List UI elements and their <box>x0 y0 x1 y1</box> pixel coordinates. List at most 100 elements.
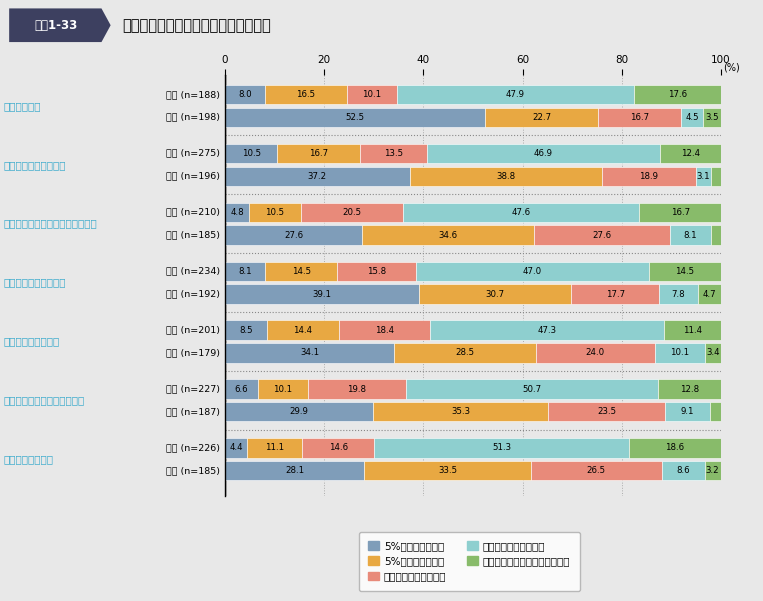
Text: 日本 (n=275): 日本 (n=275) <box>166 149 220 158</box>
Text: 9.1: 9.1 <box>681 407 694 416</box>
Text: データ利活用による「売上増加」効果: データ利活用による「売上増加」効果 <box>122 18 271 32</box>
Bar <box>225 225 362 245</box>
Bar <box>225 343 394 362</box>
Text: 10.5: 10.5 <box>266 208 285 217</box>
Text: 10.1: 10.1 <box>362 90 382 99</box>
Bar <box>530 461 662 480</box>
Bar <box>394 343 536 362</box>
Bar <box>419 284 571 304</box>
Bar <box>265 85 346 104</box>
Bar <box>225 461 365 480</box>
Bar <box>671 225 710 245</box>
Text: 米国 (n=185): 米国 (n=185) <box>166 231 220 240</box>
Text: 営業・マーケティング: 営業・マーケティング <box>4 160 66 169</box>
Text: 47.0: 47.0 <box>523 267 542 276</box>
Text: 34.1: 34.1 <box>300 349 319 358</box>
Text: 35.3: 35.3 <box>452 407 471 416</box>
Bar <box>266 261 337 281</box>
Bar <box>277 144 360 163</box>
Text: 12.8: 12.8 <box>680 385 699 394</box>
Bar <box>375 438 629 457</box>
Text: コールセンター・問い合わせ対応: コールセンター・問い合わせ対応 <box>4 219 98 228</box>
Bar <box>225 284 419 304</box>
Text: 日本 (n=226): 日本 (n=226) <box>166 444 220 453</box>
Text: 図表1-33: 図表1-33 <box>34 19 78 32</box>
Text: 52.5: 52.5 <box>346 113 365 122</box>
Bar <box>225 108 485 127</box>
Text: 46.9: 46.9 <box>534 149 552 158</box>
Text: 16.7: 16.7 <box>630 113 649 122</box>
Bar <box>373 402 549 421</box>
Text: 3.2: 3.2 <box>706 466 720 475</box>
Text: 39.1: 39.1 <box>313 290 332 299</box>
Bar <box>430 320 665 340</box>
Bar <box>549 402 665 421</box>
Bar <box>705 461 720 480</box>
Text: 米国 (n=185): 米国 (n=185) <box>166 466 220 475</box>
Bar <box>655 343 705 362</box>
Text: 14.5: 14.5 <box>675 267 694 276</box>
Text: 3.4: 3.4 <box>707 349 720 358</box>
Text: 29.9: 29.9 <box>290 407 309 416</box>
Text: 17.6: 17.6 <box>668 90 687 99</box>
Bar <box>705 343 722 362</box>
Text: 38.8: 38.8 <box>496 172 515 181</box>
Bar <box>225 166 410 186</box>
Text: 16.7: 16.7 <box>309 149 328 158</box>
Bar <box>225 261 266 281</box>
Text: 24.0: 24.0 <box>585 349 604 358</box>
Bar <box>346 85 397 104</box>
Text: 12.4: 12.4 <box>681 149 700 158</box>
Text: 4.7: 4.7 <box>703 290 716 299</box>
Bar <box>536 343 655 362</box>
Text: 19.8: 19.8 <box>347 385 366 394</box>
Bar <box>681 108 703 127</box>
Bar <box>225 203 249 222</box>
Text: 30.7: 30.7 <box>485 290 504 299</box>
Text: 4.8: 4.8 <box>230 208 244 217</box>
Text: 日本 (n=227): 日本 (n=227) <box>166 385 220 394</box>
Bar <box>267 320 339 340</box>
Bar <box>249 203 301 222</box>
Text: 33.5: 33.5 <box>438 466 457 475</box>
Text: 6.6: 6.6 <box>235 385 248 394</box>
Text: 13.5: 13.5 <box>384 149 403 158</box>
Text: 14.5: 14.5 <box>291 267 311 276</box>
Text: 27.6: 27.6 <box>592 231 612 240</box>
Bar <box>659 144 721 163</box>
Text: 10.1: 10.1 <box>670 349 689 358</box>
Text: 米国 (n=196): 米国 (n=196) <box>166 172 220 181</box>
Bar <box>416 261 649 281</box>
Bar <box>410 166 602 186</box>
Text: 16.7: 16.7 <box>671 208 690 217</box>
Bar <box>225 144 277 163</box>
Text: 3.5: 3.5 <box>705 113 719 122</box>
Text: 接客サービス: 接客サービス <box>4 101 41 111</box>
Bar <box>308 379 406 398</box>
Text: 16.5: 16.5 <box>296 90 315 99</box>
Bar <box>225 379 258 398</box>
Bar <box>258 379 308 398</box>
Bar <box>406 379 658 398</box>
Text: 日本 (n=234): 日本 (n=234) <box>166 267 220 276</box>
Bar <box>662 461 705 480</box>
Bar <box>697 284 721 304</box>
Bar <box>365 461 530 480</box>
Text: 8.5: 8.5 <box>240 326 253 335</box>
Text: 26.5: 26.5 <box>587 466 606 475</box>
Bar <box>533 225 671 245</box>
Text: 製造工程、製造設備: 製造工程、製造設備 <box>4 337 60 347</box>
Text: 14.6: 14.6 <box>329 444 348 453</box>
Text: 7.8: 7.8 <box>671 290 685 299</box>
Bar <box>360 144 427 163</box>
Text: 日本 (n=188): 日本 (n=188) <box>166 90 220 99</box>
Text: 14.4: 14.4 <box>294 326 313 335</box>
Text: 米国 (n=198): 米国 (n=198) <box>166 113 220 122</box>
Text: ロジスティクス・調達・物流: ロジスティクス・調達・物流 <box>4 395 85 406</box>
Bar <box>639 203 722 222</box>
Text: 4.4: 4.4 <box>229 444 243 453</box>
Bar <box>629 438 721 457</box>
Bar <box>403 203 639 222</box>
Bar <box>649 261 720 281</box>
Text: (%): (%) <box>723 62 740 72</box>
